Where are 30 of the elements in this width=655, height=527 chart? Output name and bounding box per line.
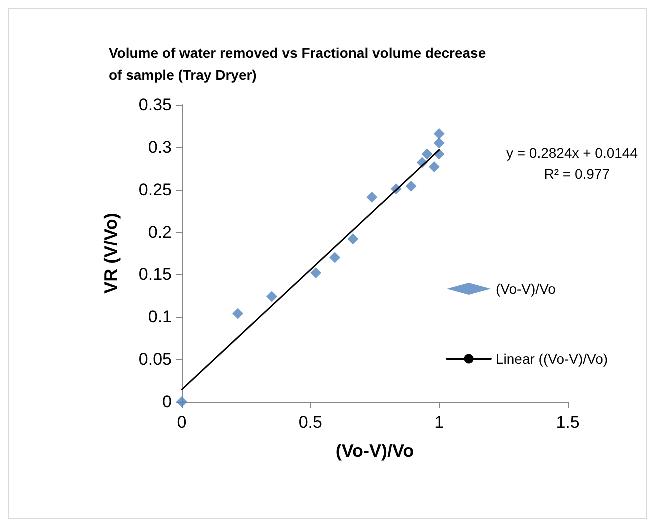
point xyxy=(422,148,433,160)
point xyxy=(348,234,359,245)
annotation: y = 0.2824x + 0.0144 xyxy=(506,145,638,161)
x-axis-title: (Vo-V)/Vo xyxy=(336,441,414,461)
y-tick-label: 0 xyxy=(162,392,172,412)
point xyxy=(434,128,445,140)
y-tick-label: 0.15 xyxy=(138,265,172,284)
x-tick-label: 0.5 xyxy=(298,413,322,432)
y-tick-label: 0.2 xyxy=(148,222,172,242)
x-tick-label: 0 xyxy=(177,413,187,432)
point xyxy=(406,180,417,192)
point xyxy=(428,161,440,172)
annotation: R² = 0.977 xyxy=(544,166,610,182)
point xyxy=(330,252,341,264)
x-tick-label: 1.5 xyxy=(556,413,580,432)
y-axis-title: VR (V/Vo) xyxy=(101,213,121,294)
legend-label: Linear ((Vo-V)/Vo) xyxy=(496,351,608,367)
y-tick-label: 0.25 xyxy=(138,180,172,200)
x-tick-label: 1 xyxy=(434,413,444,432)
point xyxy=(366,192,378,203)
y-tick-label: 0.05 xyxy=(138,350,172,370)
point xyxy=(266,291,278,302)
point xyxy=(232,308,244,320)
chart-title: Volume of water removed vs Fractional volume decrease of sample (Tray Dryer) xyxy=(109,45,486,83)
y-tick-label: 0.1 xyxy=(148,308,172,327)
point xyxy=(310,268,322,279)
y-tick-label: 0.3 xyxy=(148,138,172,157)
point xyxy=(434,138,445,149)
legend-label: (Vo-V)/Vo xyxy=(496,281,556,297)
y-tick-label: 0.35 xyxy=(138,96,172,114)
